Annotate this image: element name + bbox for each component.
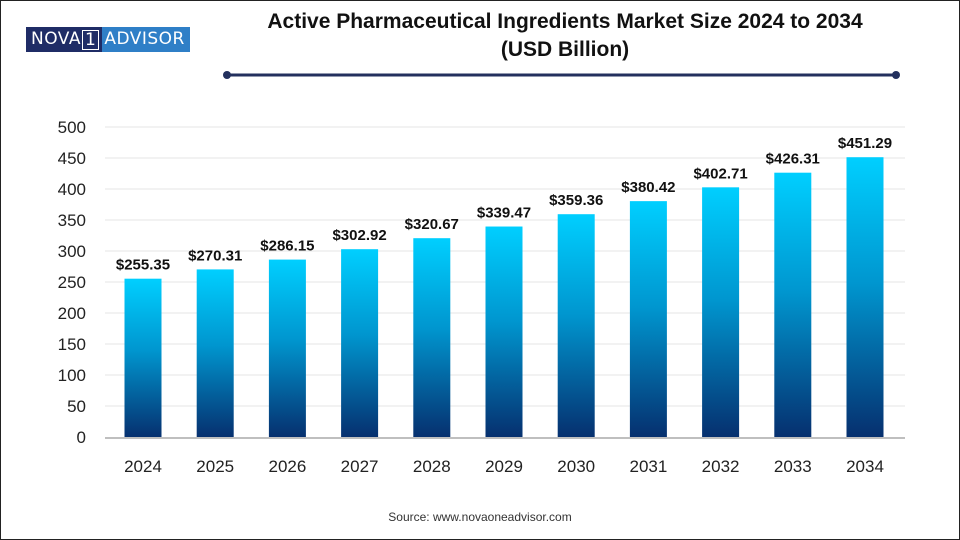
y-tick-label: 200 [58,304,86,323]
y-tick-label: 100 [58,366,86,385]
data-labels: $255.35 $270.31 $286.15 $302.92 $320.67 $339.… [116,135,892,273]
data-label-2034: $451.29 [838,135,892,152]
bar-2026 [268,259,306,438]
separator-right-dot [892,71,900,79]
data-label-2030: $359.36 [549,192,603,209]
x-tick-label: 2028 [413,457,451,476]
y-tick-label: 400 [58,180,86,199]
x-tick-label: 2032 [702,457,740,476]
y-tick-label: 50 [67,397,86,416]
y-tick-label: 300 [58,242,86,261]
x-tick-label: 2024 [124,457,162,476]
y-tick-label: 250 [58,273,86,292]
y-tick-label: 350 [58,211,86,230]
bar-2025 [196,269,234,438]
x-tick-label: 2033 [774,457,812,476]
x-tick-label: 2027 [341,457,379,476]
y-tick-label: 150 [58,335,86,354]
x-tick-label: 2026 [268,457,306,476]
chart-title-line1: Active Pharmaceutical Ingredients Market… [267,10,863,33]
bar-2030 [557,214,595,438]
data-label-2027: $302.92 [332,227,386,244]
chart-title-line2: (USD Billion) [500,38,630,61]
data-label-2031: $380.42 [621,179,675,196]
bar-2027 [341,249,379,438]
logo-right-text: ADVISOR [102,27,190,52]
x-tick-label: 2034 [846,457,884,476]
y-axis-ticks: 0 50 100 150 200 250 300 350 400 450 500 [58,118,86,447]
y-tick-label: 500 [58,118,86,137]
bar-2032 [702,187,740,438]
x-tick-label: 2029 [485,457,523,476]
bar-2028 [413,238,451,438]
chart-title: Active Pharmaceutical Ingredients Market… [220,8,910,64]
logo-box-text: 1 [81,29,100,50]
bars [124,157,884,438]
data-label-2028: $320.67 [405,216,459,233]
data-label-2033: $426.31 [766,151,820,168]
title-separator [223,71,900,79]
logo-left-text: NOVA [31,29,81,49]
logo-left: NOVA 1 [26,27,103,52]
data-label-2024: $255.35 [116,257,170,274]
data-label-2025: $270.31 [188,247,242,264]
x-tick-label: 2030 [557,457,595,476]
bar-2033 [774,172,812,438]
source-note: Source: www.novaoneadvisor.com [388,510,572,524]
data-label-2026: $286.15 [260,238,314,255]
x-tick-label: 2031 [629,457,667,476]
data-label-2029: $339.47 [477,205,531,222]
x-axis-ticks: 2024 2025 2026 2027 2028 2029 2030 2031 2032 2033… [124,457,884,476]
data-label-2032: $402.71 [693,165,747,182]
x-tick-label: 2025 [196,457,234,476]
bar-2024 [124,278,162,438]
nova-one-advisor-logo: NOVA 1 ADVISOR [26,27,190,52]
bar-2034 [846,157,884,438]
bar-2029 [485,226,523,438]
y-tick-label: 0 [77,428,86,447]
y-tick-label: 450 [58,149,86,168]
separator-left-dot [223,71,231,79]
bar-2031 [629,201,667,438]
